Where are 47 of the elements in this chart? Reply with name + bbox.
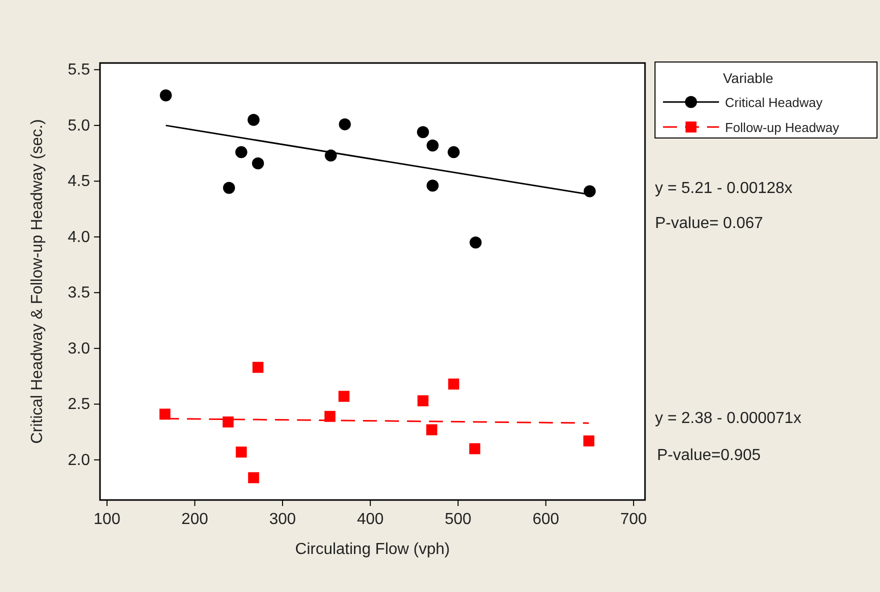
- legend-label: Critical Headway: [725, 95, 824, 110]
- x-tick-label: 400: [356, 511, 384, 528]
- point: [248, 472, 260, 484]
- point: [583, 435, 594, 446]
- point: [426, 139, 439, 152]
- point: [338, 390, 350, 402]
- text: P-value= 0.067: [655, 215, 764, 232]
- y-tick-label: 4.0: [68, 228, 90, 246]
- point: [159, 408, 170, 420]
- legend-title: Variable: [723, 70, 774, 86]
- point: [416, 126, 429, 138]
- y-tick-label: 3.0: [68, 340, 90, 358]
- point: [469, 443, 480, 454]
- x-tick-label: 300: [269, 511, 296, 528]
- point: [235, 146, 248, 158]
- legend-label: Follow-up Headway: [725, 120, 840, 135]
- point: [236, 446, 247, 458]
- y-axis-title: Critical Headway & Follow-up Headway (sec.): [29, 119, 46, 444]
- point: [426, 424, 438, 436]
- y-tick-label: 2.5: [68, 396, 90, 414]
- text: y = 2.38 - 0.000071x: [655, 410, 802, 427]
- x-tick-label: 100: [94, 511, 120, 528]
- y-tick-label: 3.5: [68, 284, 90, 302]
- text: P-value=0.905: [657, 447, 761, 464]
- point: [448, 378, 460, 390]
- point: [248, 114, 260, 126]
- point: [160, 89, 172, 102]
- point: [338, 118, 351, 130]
- x-axis-title: Circulating Flow (vph): [295, 541, 450, 558]
- y-tick-label: 5.0: [68, 117, 90, 134]
- y-tick-label: 2.0: [68, 452, 90, 469]
- x-tick-label: 600: [532, 511, 560, 528]
- point: [470, 236, 482, 248]
- point: [223, 182, 236, 194]
- point: [426, 180, 439, 192]
- point: [252, 362, 264, 373]
- point: [252, 157, 264, 170]
- text: y = 5.21 - 0.00128x: [655, 180, 792, 197]
- point: [448, 146, 460, 158]
- point: [222, 416, 234, 428]
- point: [417, 395, 428, 406]
- x-tick-label: 500: [444, 511, 472, 528]
- x-tick-label: 200: [181, 511, 208, 528]
- x-tick-label: 700: [620, 511, 648, 528]
- y-tick-label: 5.5: [68, 62, 90, 79]
- point: [584, 185, 596, 198]
- y-tick-label: 4.5: [68, 173, 90, 190]
